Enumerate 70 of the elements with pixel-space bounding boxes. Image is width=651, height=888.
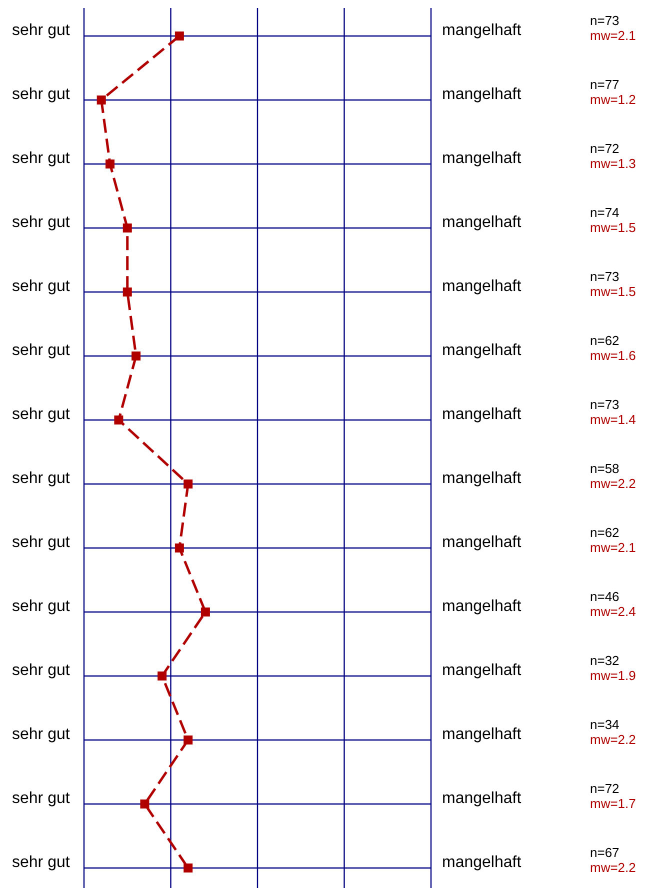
- text: n=46: [590, 589, 620, 604]
- y2-tick-label: mangelhaft: [442, 662, 522, 679]
- y2-tick-label: mangelhaft: [442, 22, 522, 39]
- data-label: mw=1.3: [590, 156, 636, 171]
- point: [140, 800, 150, 808]
- text: n=73: [590, 269, 620, 284]
- data-label: mw=1.4: [590, 412, 636, 427]
- y-tick-label: sehr gut: [12, 534, 70, 551]
- y-tick-label: sehr gut: [12, 22, 70, 39]
- data-label: mw=2.1: [590, 28, 636, 43]
- point: [158, 672, 167, 680]
- y2-tick-label: mangelhaft: [442, 534, 522, 551]
- point: [184, 736, 193, 744]
- text: n=34: [590, 717, 620, 732]
- point: [184, 864, 193, 872]
- text: n=74: [590, 205, 620, 220]
- text: n=32: [590, 653, 620, 668]
- text: n=67: [590, 845, 620, 860]
- data-label: mw=1.9: [590, 668, 636, 683]
- point: [122, 288, 132, 296]
- point: [114, 416, 124, 424]
- y-tick-label: sehr gut: [12, 342, 70, 359]
- y-tick-label: sehr gut: [12, 790, 70, 807]
- text: n=72: [590, 141, 620, 156]
- data-label: mw=2.1: [590, 540, 636, 555]
- y2-tick-label: mangelhaft: [442, 278, 522, 295]
- y-tick-label: sehr gut: [12, 854, 70, 871]
- text: n=62: [590, 525, 620, 540]
- y-tick-label: sehr gut: [12, 406, 70, 423]
- point: [174, 32, 184, 40]
- text: n=72: [590, 781, 620, 796]
- y2-tick-label: mangelhaft: [442, 214, 522, 231]
- point: [96, 96, 106, 104]
- y-tick-label: sehr gut: [12, 726, 70, 743]
- y-tick-label: sehr gut: [12, 662, 70, 679]
- y2-tick-label: mangelhaft: [442, 470, 522, 487]
- data-label: mw=1.5: [590, 220, 636, 235]
- point: [106, 160, 115, 168]
- y2-tick-label: mangelhaft: [442, 86, 522, 103]
- y-tick-label: sehr gut: [12, 214, 70, 231]
- point: [122, 224, 132, 232]
- y2-tick-label: mangelhaft: [442, 342, 522, 359]
- text: n=73: [590, 13, 620, 28]
- data-label: mw=2.2: [590, 732, 636, 747]
- text: n=62: [590, 333, 620, 348]
- y-tick-label: sehr gut: [12, 86, 70, 103]
- data-label: mw=2.4: [590, 604, 636, 619]
- y2-tick-label: mangelhaft: [442, 790, 522, 807]
- y-tick-label: sehr gut: [12, 278, 70, 295]
- data-label: mw=1.6: [590, 348, 636, 363]
- point: [132, 352, 141, 360]
- y2-tick-label: mangelhaft: [442, 854, 522, 871]
- y2-tick-label: mangelhaft: [442, 726, 522, 743]
- point: [200, 608, 210, 616]
- text: n=73: [590, 397, 620, 412]
- data-label: mw=1.5: [590, 284, 636, 299]
- data-label: mw=1.7: [590, 796, 636, 811]
- y-tick-label: sehr gut: [12, 598, 70, 615]
- text: n=77: [590, 77, 620, 92]
- y-tick-label: sehr gut: [12, 150, 70, 167]
- data-label: mw=1.2: [590, 92, 636, 107]
- data-label: mw=2.2: [590, 476, 636, 491]
- y-tick-label: sehr gut: [12, 470, 70, 487]
- data-label: mw=2.2: [590, 860, 636, 875]
- y2-tick-label: mangelhaft: [442, 598, 522, 615]
- y2-tick-label: mangelhaft: [442, 406, 522, 423]
- text: n=58: [590, 461, 620, 476]
- point: [184, 480, 193, 488]
- y2-tick-label: mangelhaft: [442, 150, 522, 167]
- point: [174, 544, 184, 552]
